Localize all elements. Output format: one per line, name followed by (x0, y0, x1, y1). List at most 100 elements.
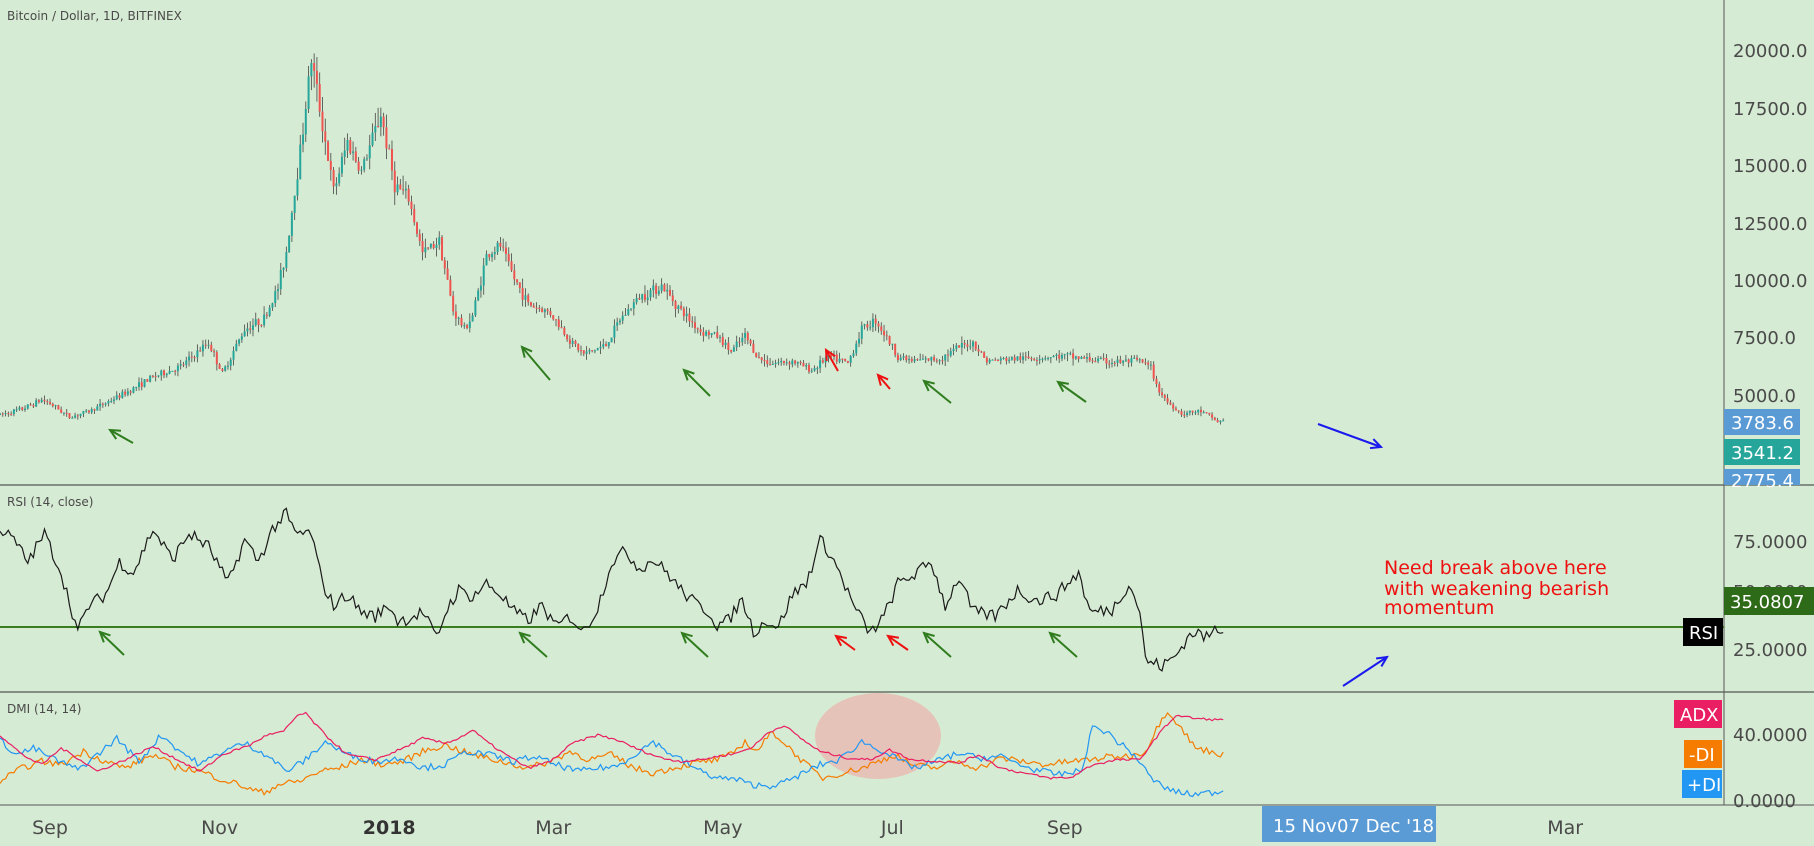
candle-body (543, 309, 546, 313)
candle-body (883, 330, 886, 336)
rsi-arrows (98, 630, 1389, 687)
green-arrow-head (682, 368, 695, 381)
candle-body (546, 309, 549, 312)
candle-body (771, 364, 774, 366)
dmi-adx-line (0, 711, 1224, 780)
candle-body (213, 350, 216, 353)
candle-body (529, 302, 532, 306)
candle-body (1222, 420, 1225, 422)
candle-body (1094, 361, 1097, 363)
candle-body (580, 350, 583, 352)
candle-body (163, 370, 166, 376)
candle-body (99, 403, 102, 407)
candle-body (1197, 409, 1200, 413)
candle-body (905, 356, 908, 361)
candle-body (727, 342, 730, 350)
candle-body (816, 368, 819, 370)
candle-body (1055, 354, 1058, 357)
rsi-pane-title: RSI (14, close) (7, 495, 93, 509)
candle-body (449, 279, 452, 296)
candle-body (35, 400, 38, 407)
rsi-value-tag-bg (1724, 587, 1814, 615)
time-axis-label: Mar (1547, 817, 1583, 839)
candle-body (1161, 392, 1164, 396)
candle-body (271, 303, 274, 308)
candle-body (354, 151, 357, 162)
candle-body (944, 354, 947, 361)
time-axis-label: Nov (201, 817, 238, 839)
candle-body (549, 311, 552, 316)
candle-body (182, 364, 185, 366)
candle-body (1211, 414, 1214, 418)
candle-body (257, 319, 260, 325)
red-arrow-shaft (877, 374, 891, 390)
dmi-pane-title: DMI (14, 14) (7, 702, 81, 716)
candle-body (802, 362, 805, 367)
green-arrow (107, 428, 134, 444)
candle-body (474, 300, 477, 316)
candle-body (7, 413, 10, 415)
candle-body (1174, 408, 1177, 411)
candle-body (204, 344, 207, 346)
candle-body (1144, 362, 1147, 364)
candle-body (238, 339, 241, 344)
green-arrow-head (922, 379, 935, 392)
candle-body (485, 254, 488, 266)
candle-body (246, 328, 249, 332)
candle-body (24, 408, 27, 410)
candle-body (151, 375, 154, 377)
time-axis-label: Jul (880, 817, 904, 839)
candle-body (624, 314, 627, 316)
candle-body (685, 313, 688, 317)
candle-body (215, 352, 218, 365)
candle-body (4, 413, 7, 415)
candle-body (477, 290, 480, 301)
plus-di-tag-bg (1682, 770, 1722, 798)
candle-body (1102, 357, 1105, 359)
candle-body (713, 332, 716, 334)
candle-body (605, 344, 608, 347)
candle-body (79, 413, 82, 416)
annotation-note-line2: with weakening bearish (1384, 578, 1609, 600)
time-axis-label: Mar (535, 817, 571, 839)
candle-body (852, 353, 855, 357)
candle-body (71, 417, 74, 419)
candle-body (429, 243, 432, 248)
candle-body (963, 343, 966, 345)
candle-body (896, 354, 899, 360)
candle-body (349, 140, 352, 154)
candle-body (1030, 358, 1033, 360)
candle-body (68, 413, 71, 419)
candle-body (268, 307, 271, 316)
candle-body (983, 352, 986, 358)
candle-body (496, 242, 499, 253)
candle-body (382, 116, 385, 128)
candle-body (307, 76, 310, 109)
rsi-red-arrow-head (834, 634, 847, 647)
candle-body (899, 357, 902, 360)
candle-body (418, 233, 421, 242)
candle-body (985, 357, 988, 363)
candle-body (613, 325, 616, 338)
candle-body (54, 405, 57, 407)
candle-body (794, 360, 797, 364)
candle-body (482, 265, 485, 286)
candle-body (902, 356, 905, 358)
candle-body (674, 301, 677, 310)
candle-body (752, 343, 755, 353)
candle-body (493, 252, 496, 255)
price-tag-low: 2775.4 (1731, 471, 1794, 492)
candle-body (74, 415, 77, 418)
candle-body (516, 279, 519, 283)
candle-body (1080, 357, 1083, 359)
candle-body (15, 409, 18, 411)
candle-body (1002, 357, 1005, 359)
red-arrow-head (876, 373, 889, 386)
candle-body (638, 298, 641, 300)
candle-body (1108, 363, 1111, 365)
candle-body (560, 327, 563, 329)
candle-body (860, 325, 863, 339)
candle-body (1063, 354, 1066, 356)
